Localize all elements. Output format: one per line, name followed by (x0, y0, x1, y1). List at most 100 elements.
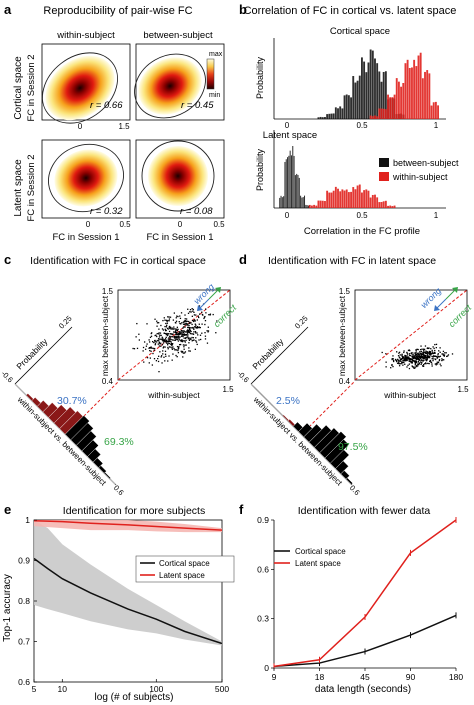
scatter-point (193, 311, 195, 314)
scatter-point (142, 346, 145, 349)
scatter-point (193, 327, 195, 329)
hist-bar-within-6-0 (361, 192, 363, 208)
scatter-point (187, 338, 189, 340)
hist-bar-within-2-0 (326, 190, 329, 208)
x-tick-label: 90 (406, 672, 416, 682)
tick-d-y-max: 1.5 (339, 287, 351, 296)
scatter-point (385, 353, 387, 355)
scatter-point (423, 356, 425, 359)
scatter-point (184, 322, 186, 325)
hist-bar-between-6-2 (374, 58, 376, 119)
scatter-point (418, 355, 421, 357)
panel-e-title: Identification for more subjects (63, 505, 205, 517)
scatter-point (192, 333, 194, 335)
scatter-point (204, 338, 207, 340)
hist-bar-between-3-1 (345, 94, 348, 119)
scatter-point (434, 355, 436, 358)
scatter-point (167, 333, 170, 335)
scatter-point (171, 343, 173, 346)
scatter-point (427, 356, 430, 359)
scatter-point (179, 336, 181, 338)
scatter-point (177, 347, 180, 350)
scatter-point (201, 332, 203, 334)
scatter-point (428, 347, 430, 349)
scatter-point (415, 357, 417, 360)
panel-d-title: Identification with FC in latent space (268, 255, 436, 267)
y-tick-label: 0.6 (18, 677, 30, 687)
scatter-point (179, 343, 182, 346)
scatter-point (417, 356, 420, 358)
scatter-point (187, 331, 189, 333)
scatter-point (162, 347, 164, 349)
scatter-point (160, 345, 162, 347)
scatter-point (181, 351, 183, 354)
scatter-point (411, 351, 413, 354)
scatter-point (446, 355, 449, 357)
scatter-point (164, 325, 166, 328)
y-tick-label: 0.9 (257, 515, 269, 525)
scatter-point (431, 363, 433, 365)
scatter-point (422, 365, 425, 367)
scatter-point (404, 363, 406, 365)
scatter-point (157, 343, 159, 345)
scatter-point (430, 361, 433, 364)
scatter-point (405, 355, 407, 357)
scatter-point (173, 312, 175, 314)
scatter-point (154, 340, 156, 342)
scatter-point (432, 346, 434, 348)
scatter-point (162, 340, 164, 342)
y-tick-label: 0 (264, 663, 269, 673)
scatter-point (184, 344, 186, 346)
scatter-point (197, 334, 199, 336)
hist-bar-between-1-0 (284, 161, 286, 208)
scatter-point (405, 356, 407, 359)
scatter-point (441, 359, 443, 362)
scatter-point (436, 361, 438, 363)
scatter-point (429, 352, 432, 354)
scatter-point (421, 362, 423, 364)
panel-a-xlabel-left: FC in Session 1 (52, 232, 119, 243)
diff-hist-bar-14 (92, 457, 104, 468)
hist-bar-within-6-3 (367, 190, 370, 208)
x-tick-label: 5 (32, 684, 37, 694)
scatter-point (424, 362, 427, 364)
scatter-point (171, 344, 173, 346)
scatter-point (436, 356, 439, 359)
scatter-point (401, 354, 403, 356)
scatter-point (144, 348, 147, 350)
hist-bar-between-0-1 (280, 195, 282, 208)
panel-c-diff-histogram (14, 326, 119, 486)
scatter-point (183, 340, 186, 342)
scatter-point (157, 355, 160, 357)
scatter-point (403, 351, 405, 354)
scatter-point (167, 346, 169, 349)
scatter-point (417, 355, 420, 357)
diff-hist-bar-10 (70, 422, 94, 446)
hist-bar-within-8-2 (382, 201, 385, 208)
scatter-point (135, 336, 137, 338)
scatter-point (168, 318, 171, 320)
panel-c-pct-wrong: 30.7% (57, 395, 87, 407)
scatter-point (403, 359, 406, 362)
panel-d: d Identification with FC in latent space… (235, 252, 473, 497)
scatter-point (161, 336, 163, 338)
scatter-point (154, 318, 156, 320)
scatter-point (189, 337, 191, 339)
scatter-point (171, 339, 174, 341)
scatter-point (419, 361, 422, 363)
scatter-point (423, 363, 425, 366)
scatter-point (443, 354, 445, 357)
hist-bar-between-0-1 (319, 116, 322, 119)
scatter-point (189, 309, 192, 311)
hist-bar-between-7-3 (384, 71, 387, 119)
scatter-point (423, 354, 426, 356)
r-value-cortical-within: r = 0.66 (90, 100, 123, 111)
scatter-point (186, 330, 188, 332)
y-tick-label: 0.8 (18, 596, 30, 606)
scatter-point (190, 311, 192, 313)
scatter-point (408, 356, 410, 358)
scatter-point (205, 308, 207, 310)
scatter-point (403, 356, 405, 358)
scatter-point (153, 341, 155, 344)
scatter-point (406, 359, 408, 362)
